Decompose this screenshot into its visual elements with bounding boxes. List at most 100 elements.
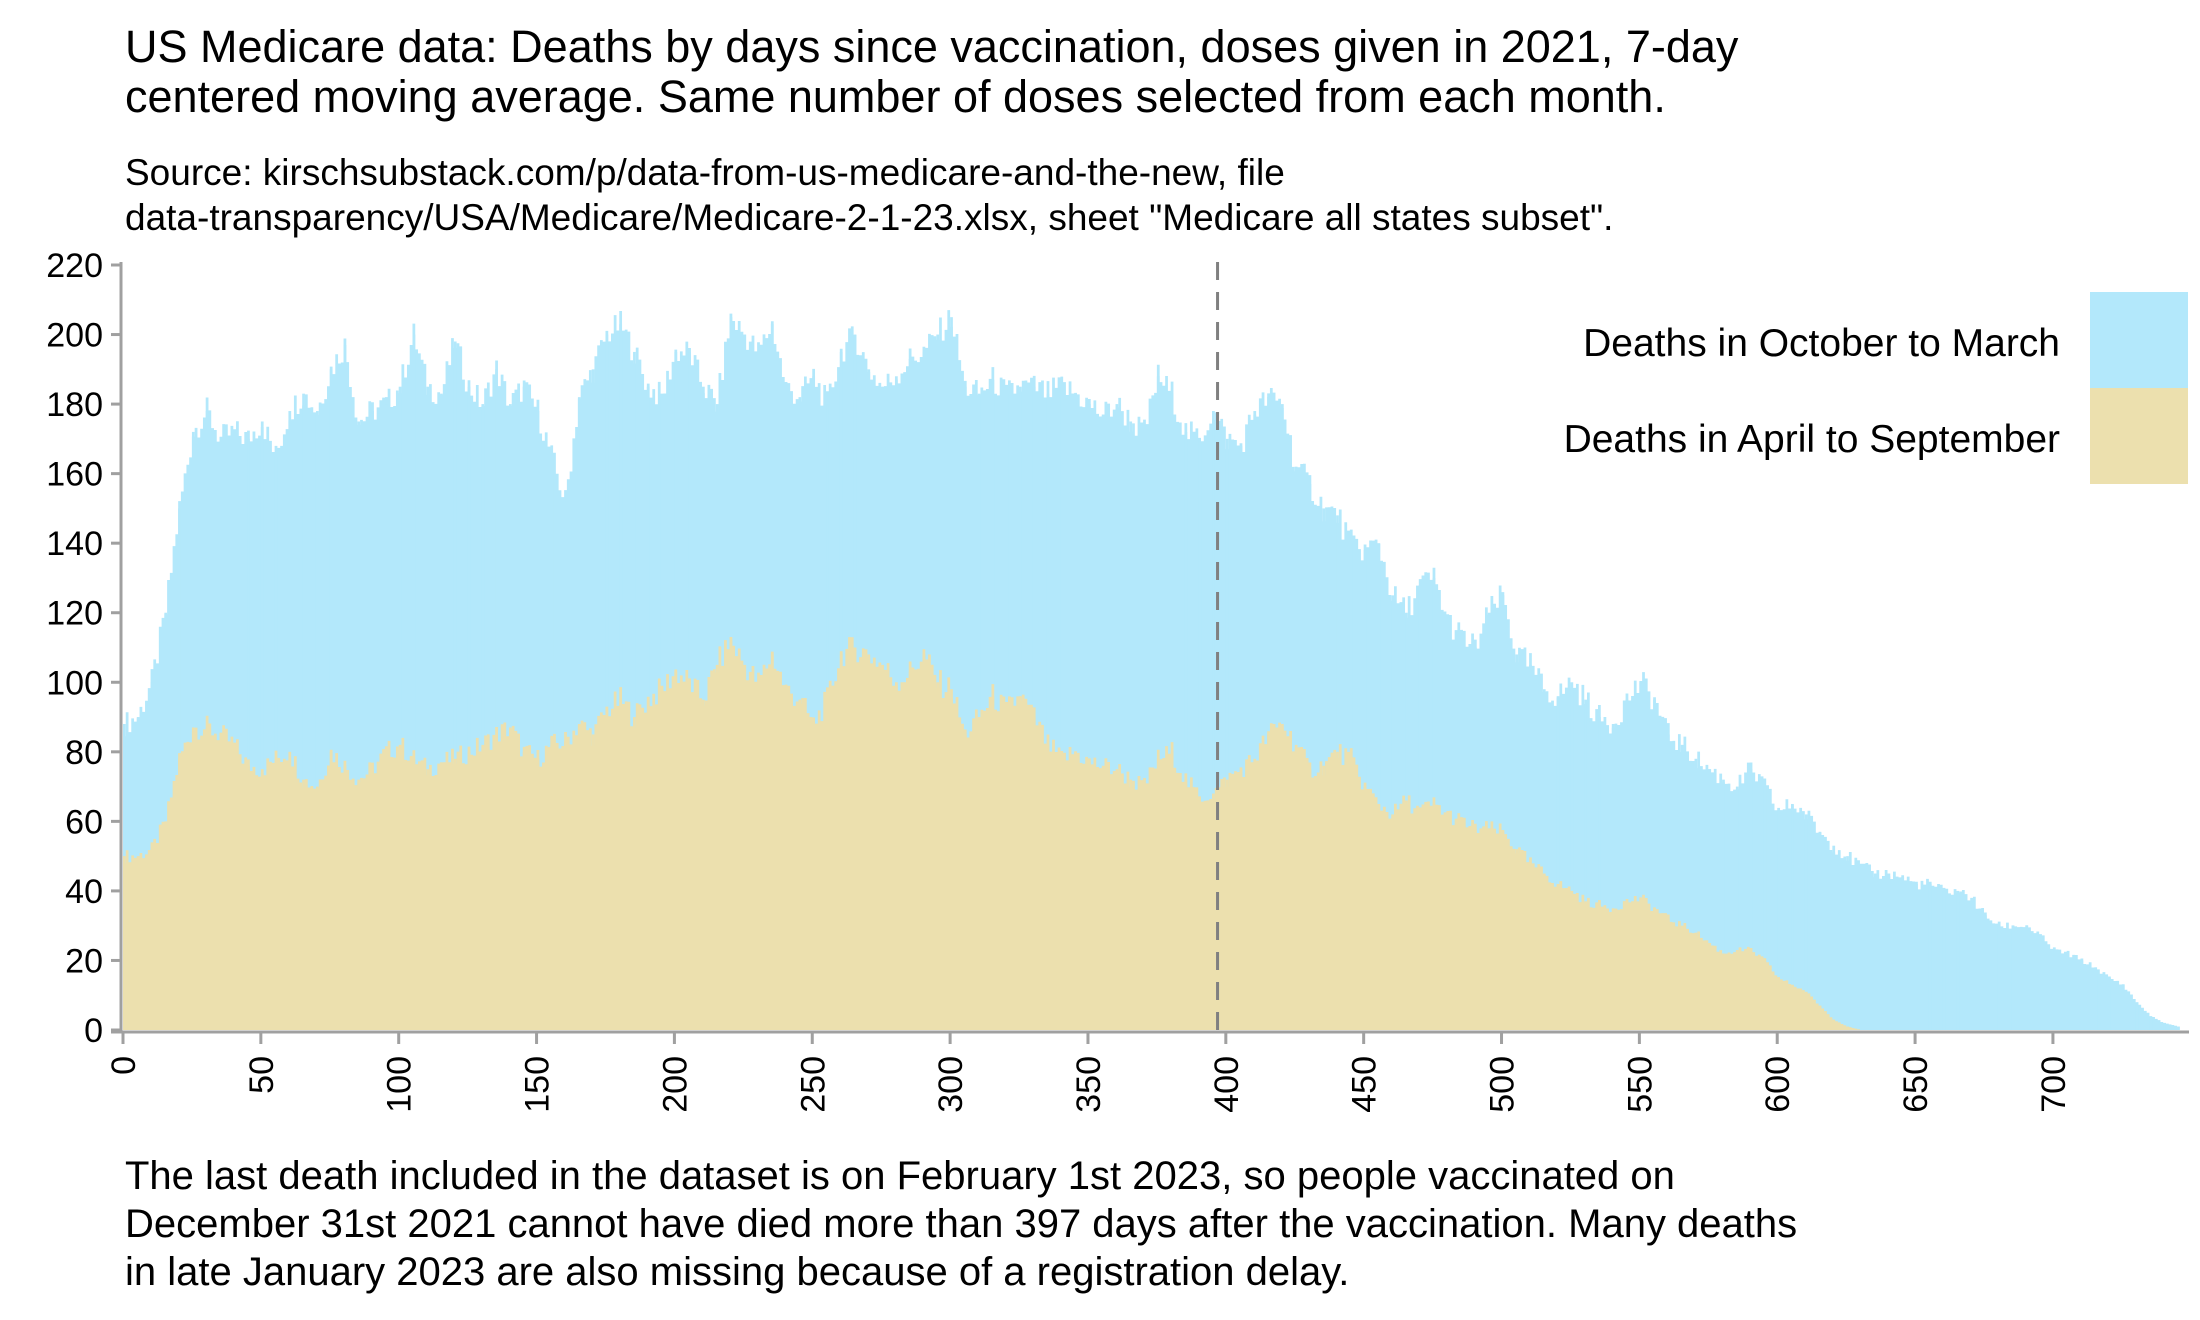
bar-1-385 [1184,779,1188,1030]
bar-0-695 [2039,936,2042,1030]
bar-1-530 [1584,901,1587,1030]
bar-0-725 [2121,984,2125,1030]
bar-0-180 [619,324,623,1030]
bar-1-510 [1529,863,1532,1030]
bar-0-115 [440,393,443,1031]
bar-0-705 [2066,953,2070,1030]
bar-0-500 [1501,595,1505,1030]
bar-1-450 [1363,786,1367,1030]
bar-1-625 [1846,1026,1849,1030]
bar-0-460 [1391,595,1394,1030]
bar-1-405 [1239,769,1243,1030]
bar-1-30 [205,727,209,1030]
bar-0-495 [1487,612,1491,1030]
bar-1-255 [826,699,829,1030]
bar-0-540 [1611,724,1615,1030]
bar-0-720 [2108,977,2111,1030]
bar-1-235 [770,654,774,1030]
bar-1-475 [1432,803,1436,1030]
y-tick-label-60: 60 [65,803,103,841]
bar-0-75 [329,369,333,1030]
bar-0-430 [1308,484,1312,1030]
y-tick-label-220: 220 [46,247,103,285]
bar-0-345 [1074,393,1077,1031]
bar-0-550 [1639,682,1643,1030]
bar-1-480 [1446,814,1450,1030]
bar-1-205 [688,682,691,1030]
bar-0-620 [1832,845,1836,1030]
bar-0-530 [1584,699,1587,1030]
bar-1-60 [288,751,292,1030]
footnote: The last death included in the dataset i… [125,1152,2175,1296]
bar-1-160 [564,741,567,1030]
bar-0-650 [1915,883,1918,1030]
bar-1-125 [467,751,471,1030]
bar-1-525 [1570,890,1574,1030]
bar-1-615 [1818,1005,1822,1030]
bar-0-545 [1625,699,1629,1030]
bar-0-670 [1970,897,1973,1030]
bar-1-430 [1308,769,1312,1030]
bar-1-595 [1763,960,1767,1030]
bar-1-175 [605,710,609,1030]
bar-1-265 [853,647,857,1030]
bar-1-65 [302,779,305,1030]
bar-1-100 [398,744,402,1030]
bar-1-290 [922,654,926,1030]
bar-1-80 [343,765,347,1030]
bar-0-595 [1763,786,1767,1030]
bar-0-405 [1239,445,1243,1030]
bar-0-690 [2025,925,2029,1030]
bar-0-560 [1666,734,1670,1030]
bar-1-610 [1804,991,1808,1030]
bar-0-100 [398,386,402,1030]
bar-0-175 [605,334,609,1031]
bar-1-465 [1405,800,1408,1030]
bar-1-540 [1611,908,1615,1030]
bar-1-395 [1212,793,1215,1030]
x-tick-label-450: 450 [1346,1056,1384,1113]
x-tick-label-400: 400 [1208,1056,1246,1113]
bar-1-5 [136,856,140,1030]
bar-0-715 [2094,967,2098,1030]
bar-1-40 [233,744,237,1030]
bar-0-675 [1984,915,1987,1030]
bar-0-420 [1280,404,1284,1030]
bar-0-400 [1225,438,1229,1030]
bar-1-20 [178,758,181,1030]
bar-0-305 [963,386,967,1030]
y-tick-label-40: 40 [65,873,103,911]
chart-title: US Medicare data: Deaths by days since v… [125,22,2125,122]
bar-0-310 [977,393,981,1031]
bar-1-95 [384,751,388,1030]
bar-0-340 [1060,386,1064,1030]
bar-1-180 [619,699,623,1030]
bar-1-110 [426,769,430,1030]
x-tick-label-300: 300 [932,1056,970,1113]
bar-1-440 [1336,751,1339,1030]
bar-1-45 [247,765,250,1030]
bar-0-625 [1846,856,1849,1030]
bar-1-305 [963,734,967,1030]
bar-0-360 [1115,404,1119,1030]
bar-1-165 [577,724,581,1030]
bar-1-230 [757,682,760,1030]
bar-0-110 [426,386,430,1030]
x-tick-label-150: 150 [519,1056,557,1113]
bar-1-545 [1625,901,1629,1030]
bar-1-245 [798,699,802,1030]
y-tick-label-120: 120 [46,595,103,633]
y-tick-label-20: 20 [65,942,103,980]
bar-0-145 [522,386,526,1030]
legend-swatch-apr-sep [2090,388,2188,484]
bar-0-55 [274,456,278,1030]
bar-0-410 [1253,411,1257,1031]
bar-1-300 [950,689,953,1030]
bar-0-745 [2177,1026,2180,1030]
bar-1-600 [1777,977,1780,1030]
bar-1-590 [1749,950,1753,1030]
bar-1-240 [784,689,788,1030]
bar-0-415 [1267,397,1270,1030]
bar-1-310 [977,717,981,1030]
